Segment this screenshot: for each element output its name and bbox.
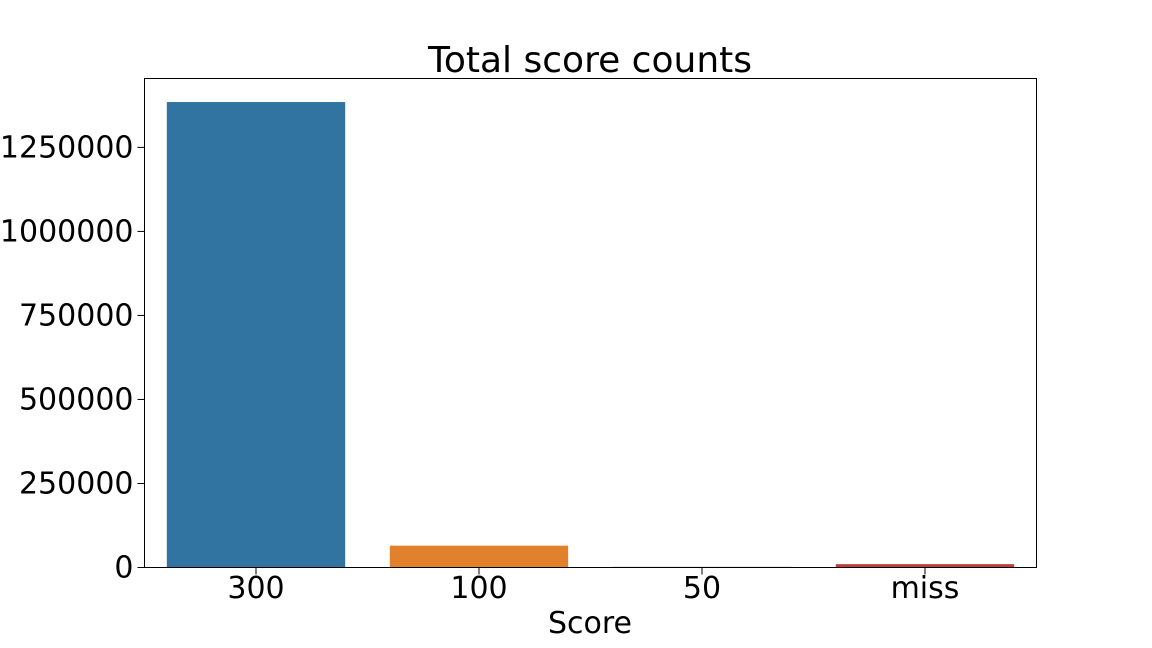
x-tick-label: 50 <box>683 571 721 606</box>
x-tick-label: 100 <box>450 571 507 606</box>
y-tick-label: 500000 <box>19 382 134 417</box>
bars <box>166 102 1015 568</box>
chart-title: Total score counts <box>427 40 752 81</box>
y-tick-label: 0 <box>114 551 133 586</box>
bar-100 <box>389 545 569 568</box>
x-axis: 300 100 50 miss <box>227 567 960 606</box>
bar-300 <box>166 102 346 568</box>
y-tick-label: 750000 <box>19 298 134 333</box>
plot-frame <box>144 78 1037 568</box>
x-tick-label: 300 <box>227 571 284 606</box>
y-tick-label: 250000 <box>19 466 134 501</box>
x-tick-label: miss <box>891 571 960 606</box>
bar-miss <box>835 564 1015 568</box>
y-tick-label: 1000000 <box>0 214 134 249</box>
y-axis: 0 250000 500000 750000 1000000 1250000 <box>0 130 145 586</box>
y-tick-label: 1250000 <box>0 130 134 165</box>
x-axis-label: Score <box>548 606 632 641</box>
